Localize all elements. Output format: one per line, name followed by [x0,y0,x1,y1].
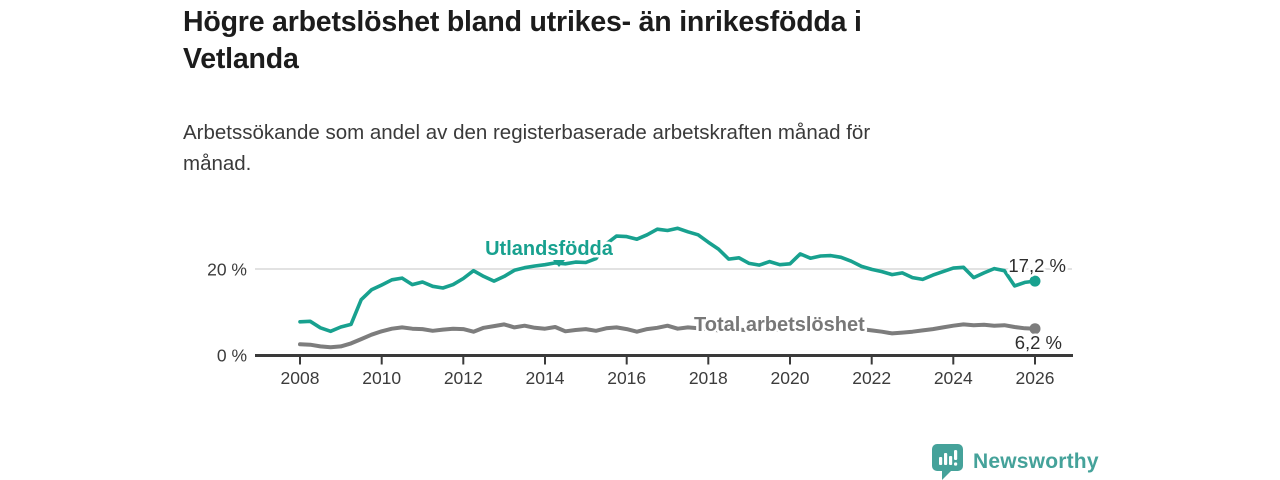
label-pointer-down-icon [553,260,565,267]
end-dot-total [1029,323,1041,335]
y-axis-label-0: 0 % [217,346,247,366]
end-dot-utlandsfodda [1029,275,1041,287]
x-tick-label: 2018 [689,368,728,388]
x-tick-label: 2014 [526,368,565,388]
chart-subtitle: Arbetssökande som andel av den registerb… [183,117,1043,179]
value-label-total: 6,2 % [1015,332,1062,353]
x-tick-label: 2008 [281,368,320,388]
x-tick-label: 2022 [852,368,891,388]
series-label-utlandsfodda: Utlandsfödda [485,238,614,260]
x-tick-label: 2024 [934,368,973,388]
value-label-utlandsfodda: 17,2 % [1008,255,1066,276]
chart-subtitle-line1: Arbetssökande som andel av den registerb… [183,121,871,144]
x-tick-label: 2012 [444,368,483,388]
chart-subtitle-line2: månad. [183,152,252,175]
x-tick-label: 2026 [1016,368,1055,388]
line-utlandsfodda [298,226,1037,334]
y-axis-label-20: 20 % [207,260,247,280]
chart-title: Högre arbetslöshet bland utrikes- än inr… [183,4,1023,78]
x-axis-ticks: 2008 2010 2012 2014 2016 2018 2020 2022 2024 2026 [281,357,1055,388]
chart-title-line2: Vetlanda [183,43,299,75]
x-tick-label: 2020 [771,368,810,388]
line-total-arbetsloshet [298,322,1037,350]
brand-name: Newsworthy [973,449,1099,473]
brand-logo: Newsworthy [931,443,1099,480]
newsworthy-logo-icon [932,444,963,480]
x-tick-label: 2010 [362,368,401,388]
series-label-total-arbetsloshet: Total arbetslöshet [694,314,865,336]
x-tick-label: 2016 [607,368,646,388]
chart-title-line1: Högre arbetslöshet bland utrikes- än inr… [183,6,862,38]
